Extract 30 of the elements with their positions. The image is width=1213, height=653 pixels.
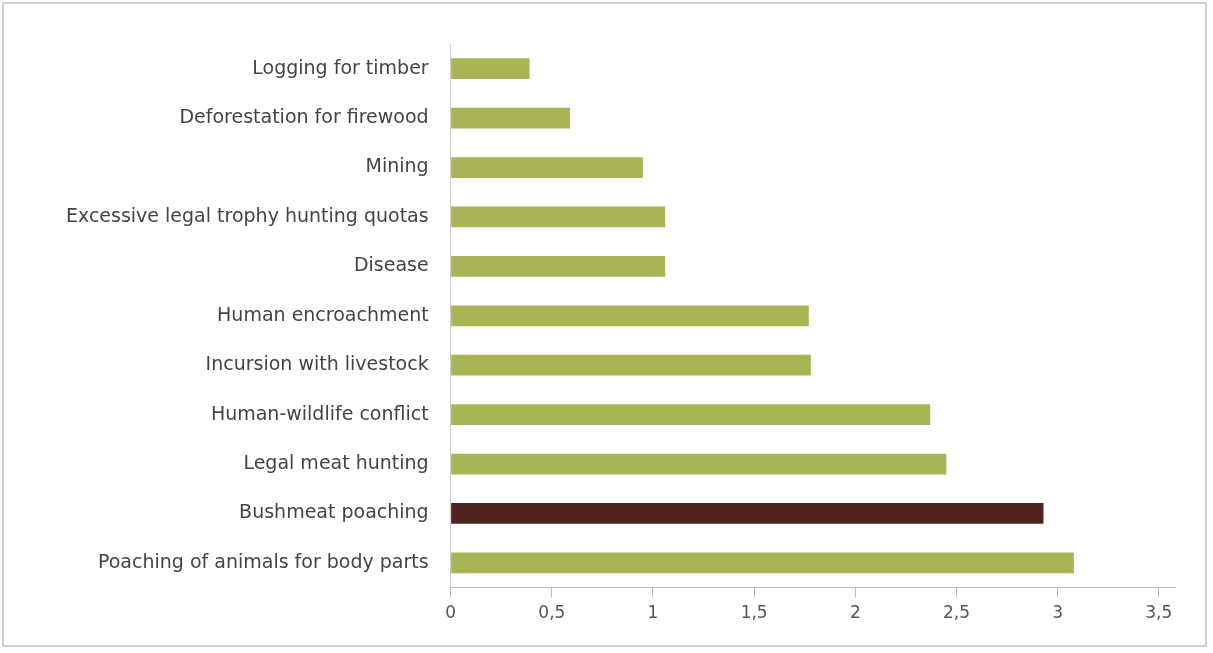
y-tick-label: Human encroachment [217,302,429,325]
x-tick-label: 0 [445,602,457,623]
bar [451,305,809,327]
y-tick-label: Poaching of animals for body parts [97,549,429,572]
bar [451,107,571,129]
bar [451,354,811,376]
bar [451,453,947,475]
x-tick-label: 3 [1052,602,1064,623]
y-tick-label: Legal meat hunting [243,450,429,473]
bar [451,404,931,426]
y-tick-label: Disease [353,253,429,276]
y-tick-label: Incursion with livestock [205,352,429,375]
x-tick-label: 2,5 [942,602,971,623]
y-tick-label: Excessive legal trophy hunting quotas [65,203,429,226]
x-tick-label: 1 [647,602,659,623]
y-tick-label: Logging for timber [252,55,429,78]
x-tick-label: 2 [849,602,861,623]
x-tick-label: 1,5 [740,602,768,623]
bar [451,206,666,228]
y-tick-label: Human-wildlife conflict [210,401,429,424]
y-tick-label: Bushmeat poaching [239,500,429,523]
y-tick-label: Deforestation for firewood [179,105,429,128]
bar [451,503,1044,524]
bar [451,256,666,277]
bar [451,58,530,80]
x-tick-label: 0,5 [538,602,566,623]
x-tick-label: 3,5 [1145,602,1173,623]
bar [451,552,1074,574]
bar [451,157,643,178]
y-tick-label: Mining [365,154,429,177]
